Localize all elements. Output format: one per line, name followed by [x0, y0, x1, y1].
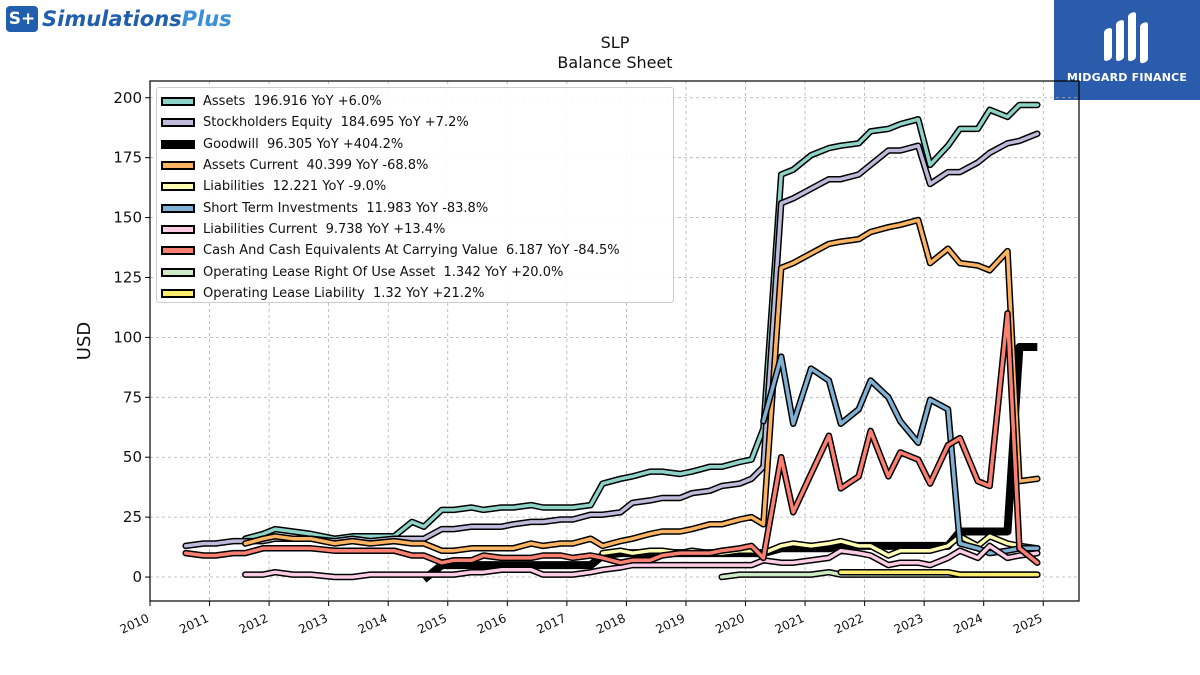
legend-item: Assets Current 40.399 YoY -68.8%	[157, 155, 673, 176]
x-tick-label: 2015	[415, 611, 449, 637]
legend-swatch	[161, 203, 195, 213]
x-tick-label: 2012	[237, 611, 271, 637]
badge-text: MIDGARD FINANCE	[1066, 71, 1188, 84]
legend-swatch	[161, 97, 195, 107]
legend-item: Operating Lease Liability 1.32 YoY +21.2…	[157, 283, 673, 304]
legend-item: Liabilities Current 9.738 YoY +13.4%	[157, 219, 673, 240]
legend-label: Operating Lease Right Of Use Asset 1.342…	[203, 264, 564, 280]
y-tick-label: 175	[113, 149, 142, 167]
legend-label: Liabilities Current 9.738 YoY +13.4%	[203, 221, 446, 237]
series-line	[839, 570, 1040, 577]
series-9	[837, 568, 1041, 578]
legend-item: Cash And Cash Equivalents At Carrying Va…	[157, 240, 673, 261]
x-tick-label: 2020	[713, 611, 747, 637]
chart-legend: Assets 196.916 YoY +6.0% Stockholders Equ…	[156, 87, 674, 303]
legend-label: Liabilities 12.221 YoY -9.0%	[203, 179, 387, 195]
series-line	[243, 103, 1040, 541]
legend-swatch	[161, 182, 195, 192]
legend-label: Operating Lease Liability 1.32 YoY +21.2…	[203, 285, 485, 301]
midgard-logo-icon	[1104, 12, 1148, 64]
legend-label: Stockholders Equity 184.695 YoY +7.2%	[203, 115, 469, 131]
legend-swatch	[161, 267, 195, 277]
x-tick-label: 2018	[594, 611, 628, 637]
legend-label: Assets 196.916 YoY +6.0%	[203, 94, 382, 110]
legend-swatch	[161, 288, 195, 298]
legend-item: Assets 196.916 YoY +6.0%	[157, 91, 673, 112]
legend-swatch	[161, 118, 195, 128]
series-5	[760, 353, 1041, 557]
legend-item: Operating Lease Right Of Use Asset 1.342…	[157, 261, 673, 282]
series-line	[183, 311, 1040, 565]
logo-text: SimulationsPlus	[42, 7, 232, 31]
legend-label: Short Term Investments 11.983 YoY -83.8%	[203, 200, 489, 216]
y-tick-label: 150	[113, 209, 142, 227]
y-tick-label: 100	[113, 328, 142, 346]
legend-item: Short Term Investments 11.983 YoY -83.8%	[157, 197, 673, 218]
legend-swatch	[161, 224, 195, 234]
legend-swatch	[161, 139, 195, 149]
x-tick-label: 2025	[1011, 611, 1045, 637]
legend-item: Liabilities 12.221 YoY -9.0%	[157, 176, 673, 197]
series-0	[242, 101, 1041, 542]
series-line	[243, 218, 1040, 553]
logo-text-main: Simulations	[42, 7, 182, 31]
series-line	[243, 544, 1040, 579]
series-3	[242, 216, 1041, 554]
x-tick-label: 2010	[118, 611, 152, 637]
legend-item: Goodwill 96.305 YoY +404.2%	[157, 134, 673, 155]
y-axis-label: USD	[74, 322, 95, 360]
chart-subtitle: Balance Sheet	[557, 53, 672, 72]
chart-title: SLP	[601, 33, 630, 52]
x-tick-label: 2024	[951, 611, 985, 637]
y-tick-label: 75	[123, 388, 142, 406]
legend-label: Cash And Cash Equivalents At Carrying Va…	[203, 243, 620, 259]
y-tick-label: 125	[113, 268, 142, 286]
y-tick-label: 200	[113, 89, 142, 107]
series-7	[182, 310, 1041, 566]
simulations-plus-logo: S+ SimulationsPlus	[6, 6, 232, 32]
y-tick-label: 0	[132, 568, 142, 586]
y-tick-label: 50	[123, 448, 142, 466]
legend-label: Assets Current 40.399 YoY -68.8%	[203, 158, 429, 174]
y-tick-label: 25	[123, 508, 142, 526]
series-6	[242, 542, 1041, 581]
logo-text-accent: Plus	[181, 7, 232, 31]
logo-mark: S+	[6, 6, 38, 32]
x-tick-label: 2022	[832, 611, 866, 637]
x-tick-label: 2014	[356, 611, 390, 637]
legend-item: Stockholders Equity 184.695 YoY +7.2%	[157, 112, 673, 133]
midgard-finance-badge: MIDGARD FINANCE	[1054, 0, 1200, 100]
legend-label: Goodwill 96.305 YoY +404.2%	[203, 136, 404, 152]
series-line	[761, 354, 1040, 555]
x-tick-label: 2021	[773, 611, 807, 637]
x-tick-label: 2019	[654, 611, 688, 637]
legend-swatch	[161, 161, 195, 171]
legend-swatch	[161, 246, 195, 256]
x-tick-label: 2011	[177, 611, 211, 637]
x-tick-label: 2013	[296, 611, 330, 637]
x-tick-label: 2023	[892, 611, 926, 637]
series-outline	[182, 310, 1041, 566]
x-tick-label: 2016	[475, 611, 509, 637]
x-tick-label: 2017	[535, 611, 569, 637]
plot-frame	[149, 80, 1080, 602]
series-layer	[182, 101, 1041, 583]
